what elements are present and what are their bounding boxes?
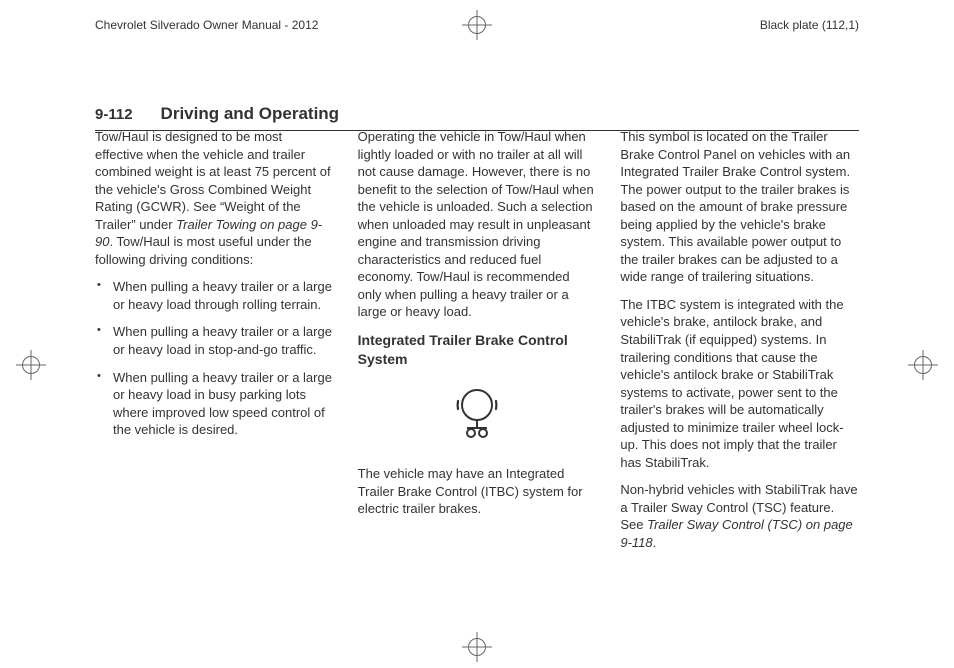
trailer-brake-symbol — [358, 387, 597, 444]
manual-title: Chevrolet Silverado Owner Manual - 2012 — [95, 18, 318, 32]
trailer-brake-icon — [449, 387, 505, 439]
print-header: Chevrolet Silverado Owner Manual - 2012 … — [0, 18, 954, 32]
column-1: Tow/Haul is designed to be most effectiv… — [95, 128, 334, 628]
column-3: This symbol is located on the Trailer Br… — [620, 128, 859, 628]
col3-paragraph-3: Non-hybrid vehicles with StabiliTrak hav… — [620, 481, 859, 551]
col3-paragraph-2: The ITBC system is integrated with the v… — [620, 296, 859, 471]
column-2: Operating the vehicle in Tow/Haul when l… — [358, 128, 597, 628]
col2-paragraph-1: Operating the vehicle in Tow/Haul when l… — [358, 128, 597, 321]
page-number: 9-112 — [95, 106, 133, 123]
page-heading: 9-112 Driving and Operating — [95, 104, 859, 131]
col1-paragraph-1: Tow/Haul is designed to be most effectiv… — [95, 128, 334, 268]
section-subheading: Integrated Trailer Brake Control System — [358, 331, 597, 369]
manual-page: Chevrolet Silverado Owner Manual - 2012 … — [0, 0, 954, 668]
col2-paragraph-2: The vehicle may have an Integrated Trail… — [358, 465, 597, 518]
plate-label: Black plate (112,1) — [760, 18, 859, 32]
content-columns: Tow/Haul is designed to be most effectiv… — [95, 128, 859, 628]
register-mark-bottom — [462, 632, 492, 662]
list-item: When pulling a heavy trailer or a large … — [95, 323, 334, 358]
col1-conditions-list: When pulling a heavy trailer or a large … — [95, 278, 334, 438]
list-item: When pulling a heavy trailer or a large … — [95, 278, 334, 313]
register-mark-left — [16, 350, 46, 380]
register-mark-right — [908, 350, 938, 380]
col3-paragraph-1: This symbol is located on the Trailer Br… — [620, 128, 859, 286]
list-item: When pulling a heavy trailer or a large … — [95, 369, 334, 439]
chapter-title: Driving and Operating — [161, 104, 340, 124]
